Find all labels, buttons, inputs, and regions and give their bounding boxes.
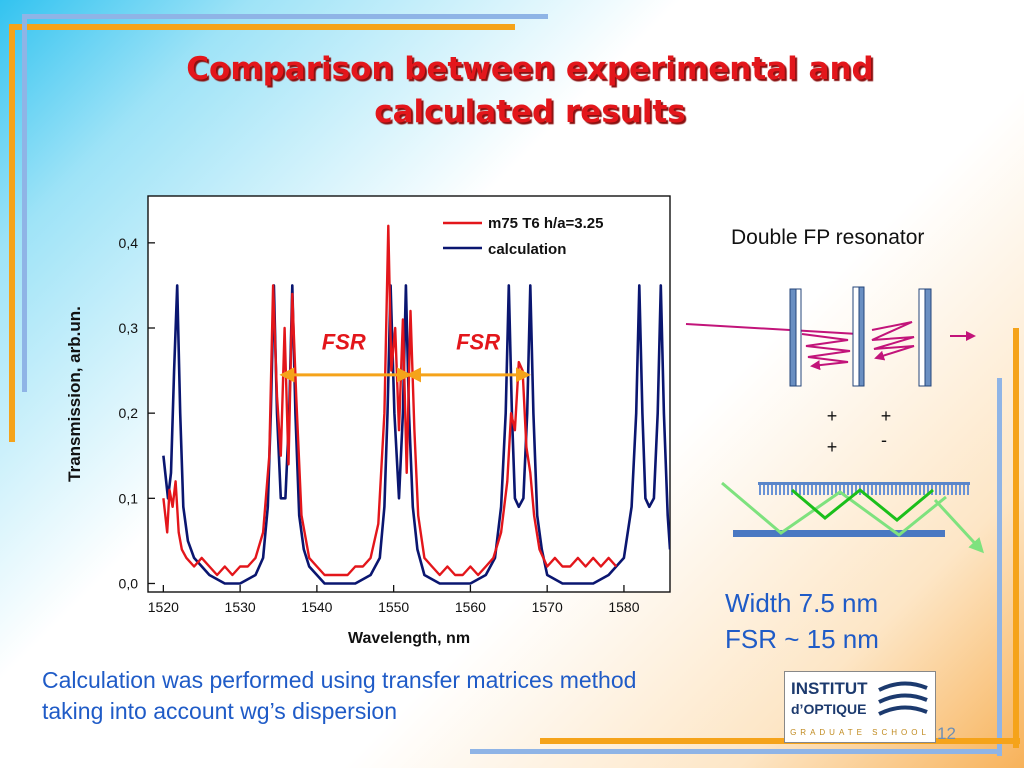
x-tick-label: 1530 <box>225 599 256 615</box>
legend-label-calculation: calculation <box>488 241 566 258</box>
light-path-dark-green <box>791 488 934 522</box>
x-tick-label: 1560 <box>455 599 486 615</box>
y-tick-label: 0,4 <box>119 235 139 251</box>
logo-line-1: INSTITUT <box>791 679 868 698</box>
waveguide-substrate <box>733 530 945 537</box>
x-tick-label: 1550 <box>378 599 409 615</box>
charge-sign-1: + <box>827 406 838 426</box>
charge-sign-4: - <box>881 430 887 450</box>
logo-wave-icon <box>878 681 928 716</box>
x-axis-label: Wavelength, nm <box>348 630 470 647</box>
grating-waveguide-diagram <box>721 481 985 554</box>
incident-beam <box>685 323 859 335</box>
frame-bottom-orange <box>540 738 1020 744</box>
cavity-1-zigzag <box>801 333 851 371</box>
resonator-caption: Double FP resonator <box>731 226 925 249</box>
frame-top-orange <box>13 24 515 30</box>
fsr-result: FSR ~ 15 nm <box>725 624 879 654</box>
y-axis-label: Transmission, arb.un. <box>65 306 84 482</box>
frame-left-blue <box>22 14 27 392</box>
slide-title: Comparison between experimental and calc… <box>186 51 874 130</box>
y-tick-label: 0,0 <box>119 575 139 591</box>
light-path-exit-arrow <box>933 498 985 554</box>
x-tick-label: 1540 <box>301 599 332 615</box>
frame-top-blue <box>26 14 548 19</box>
x-tick-label: 1580 <box>608 599 639 615</box>
mirror-1-face <box>795 288 802 387</box>
mirror-2-face <box>858 286 865 387</box>
mirror-3 <box>918 288 926 387</box>
calculation-note: Calculation was performed using transfer… <box>42 667 637 724</box>
mirror-1 <box>789 288 797 387</box>
width-result: Width 7.5 nm <box>725 588 879 618</box>
y-tick-label: 0,3 <box>119 320 139 336</box>
charge-sign-2: + <box>827 437 838 457</box>
x-tick-label: 1520 <box>148 599 179 615</box>
experimental-series-line <box>162 224 618 577</box>
charge-sign-3: + <box>881 406 892 426</box>
page-number: 12 <box>937 724 956 743</box>
grating-teeth <box>758 482 970 495</box>
institut-optique-logo: INSTITUT d’OPTIQUE GRADUATE SCHOOL <box>784 671 936 743</box>
fsr-labels: FSR FSR <box>322 329 500 354</box>
legend: m75 T6 h/a=3.25 calculation <box>443 215 604 258</box>
logo-line-3: GRADUATE SCHOOL <box>790 728 930 737</box>
x-tick-label: 1570 <box>532 599 563 615</box>
mirror-3-face <box>924 288 932 387</box>
frame-bottom-blue <box>470 749 1000 754</box>
light-path-light-green <box>721 481 947 537</box>
fsr-annotation: FSR <box>456 329 500 354</box>
frame-right-blue <box>997 378 1002 756</box>
double-fp-resonator-diagram <box>685 286 976 387</box>
y-tick-label: 0,1 <box>119 490 139 506</box>
logo-line-2: d’OPTIQUE <box>791 701 867 717</box>
grating-base <box>758 482 970 485</box>
cavity-2-zigzag <box>871 321 915 361</box>
y-tick-label: 0,2 <box>119 405 139 421</box>
fsr-annotation: FSR <box>322 329 366 354</box>
plot-frame <box>147 195 671 593</box>
mirror-2 <box>852 286 860 387</box>
y-axis: 0,0 0,1 0,2 0,3 0,4 <box>119 235 155 591</box>
frame-right-orange <box>1013 328 1019 748</box>
frame-left-orange <box>9 24 15 442</box>
x-axis: 1520 1530 1540 1550 1560 1570 1580 <box>148 585 640 615</box>
legend-label-experimental: m75 T6 h/a=3.25 <box>488 215 604 232</box>
